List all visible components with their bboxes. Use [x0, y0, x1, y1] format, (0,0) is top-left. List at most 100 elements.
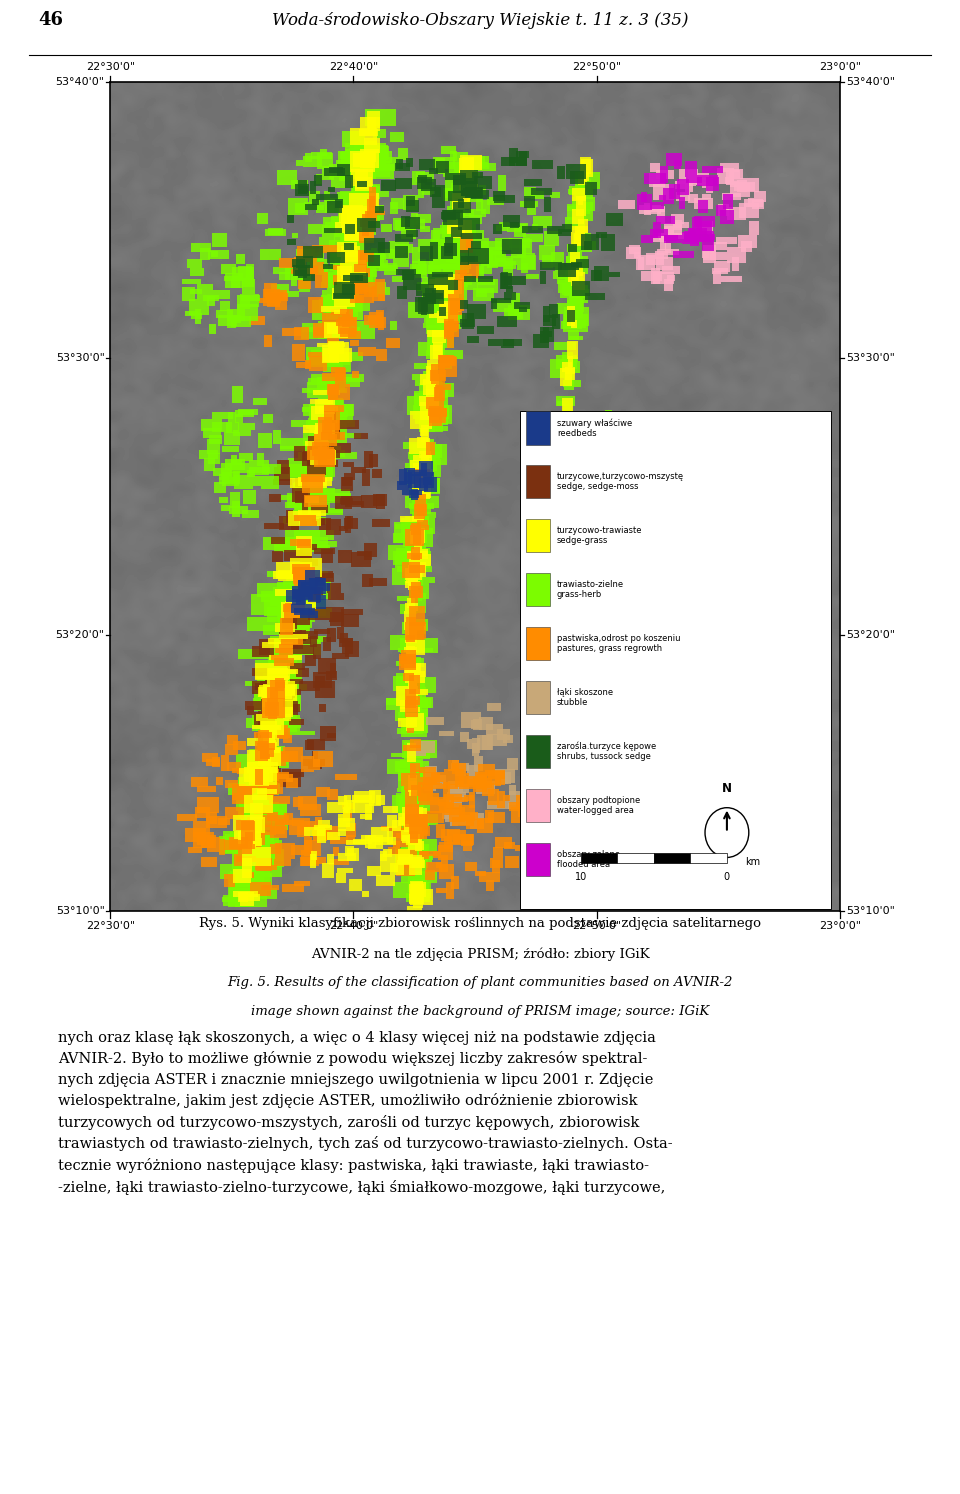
Bar: [291, 568, 304, 577]
Bar: [394, 881, 431, 898]
Bar: [430, 408, 447, 417]
Bar: [319, 267, 328, 273]
Bar: [420, 418, 435, 432]
Bar: [276, 583, 305, 589]
Bar: [552, 786, 566, 798]
Bar: [432, 247, 466, 263]
Bar: [479, 872, 500, 881]
Bar: [533, 224, 539, 230]
Bar: [240, 867, 264, 883]
Bar: [268, 227, 283, 235]
Bar: [294, 880, 310, 886]
Bar: [393, 533, 427, 542]
Bar: [245, 766, 273, 783]
Bar: [303, 430, 326, 445]
Bar: [269, 656, 302, 660]
Bar: [264, 741, 276, 747]
Bar: [557, 275, 573, 284]
Bar: [296, 249, 315, 255]
Bar: [338, 281, 351, 297]
Bar: [392, 820, 401, 831]
Bar: [277, 604, 325, 616]
Bar: [334, 309, 347, 314]
Bar: [554, 342, 576, 350]
Bar: [290, 539, 310, 545]
Bar: [303, 840, 322, 856]
Bar: [401, 490, 422, 495]
Bar: [242, 509, 258, 518]
Bar: [729, 169, 743, 179]
Bar: [241, 837, 248, 849]
Bar: [273, 478, 292, 484]
Bar: [641, 272, 661, 281]
Text: turzycowe,turzycowo-mszystę
sedge, sedge-moss: turzycowe,turzycowo-mszystę sedge, sedge…: [557, 472, 684, 492]
Bar: [264, 282, 277, 297]
Bar: [265, 680, 286, 687]
Bar: [319, 518, 331, 530]
Bar: [388, 545, 426, 560]
Bar: [257, 433, 273, 448]
Bar: [265, 684, 307, 690]
Bar: [414, 816, 420, 825]
Bar: [387, 831, 394, 844]
Bar: [400, 678, 419, 683]
Bar: [524, 187, 537, 199]
Bar: [303, 460, 333, 481]
Bar: [504, 841, 516, 849]
Bar: [585, 293, 605, 300]
Bar: [350, 339, 359, 347]
Bar: [283, 735, 293, 743]
Bar: [188, 847, 203, 853]
Bar: [503, 795, 511, 801]
Bar: [276, 819, 285, 834]
Bar: [337, 164, 349, 176]
Bar: [646, 252, 663, 266]
Bar: [418, 175, 427, 182]
Bar: [439, 300, 461, 312]
Bar: [177, 814, 198, 822]
Bar: [469, 792, 475, 808]
Bar: [310, 544, 317, 550]
Bar: [409, 487, 430, 498]
Bar: [570, 172, 585, 184]
Bar: [404, 624, 426, 630]
Bar: [424, 311, 450, 323]
Bar: [493, 847, 503, 858]
Bar: [436, 247, 459, 252]
Bar: [300, 850, 313, 867]
Bar: [300, 804, 321, 816]
Bar: [565, 267, 582, 282]
Bar: [436, 887, 447, 893]
Bar: [395, 865, 427, 872]
Bar: [318, 829, 326, 843]
Bar: [408, 872, 424, 892]
Bar: [429, 167, 438, 173]
Bar: [442, 829, 449, 841]
Bar: [332, 653, 349, 659]
Bar: [291, 844, 303, 855]
Bar: [270, 826, 287, 838]
Bar: [262, 681, 290, 693]
Bar: [416, 381, 442, 387]
Bar: [431, 230, 440, 245]
Bar: [247, 719, 300, 729]
Bar: [283, 687, 293, 702]
Bar: [308, 436, 320, 453]
Bar: [252, 647, 271, 657]
Bar: [462, 190, 471, 196]
Bar: [582, 763, 594, 775]
Bar: [264, 735, 270, 744]
Bar: [341, 254, 355, 260]
Bar: [456, 172, 471, 182]
Bar: [393, 841, 400, 847]
Bar: [323, 263, 333, 269]
Bar: [540, 572, 564, 580]
Bar: [327, 832, 340, 840]
Bar: [514, 224, 526, 236]
Bar: [580, 157, 590, 175]
Bar: [417, 505, 426, 515]
Bar: [331, 251, 385, 257]
Bar: [599, 429, 609, 445]
Bar: [301, 583, 310, 593]
Bar: [409, 856, 422, 875]
